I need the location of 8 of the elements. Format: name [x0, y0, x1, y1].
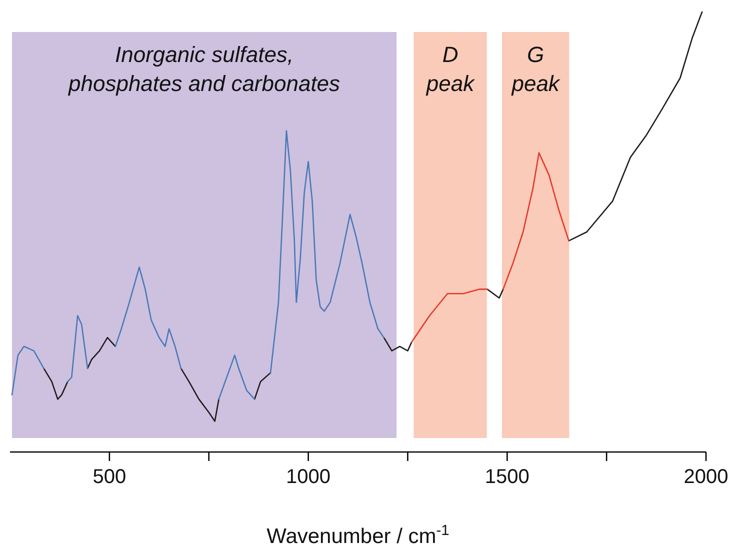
band-label: D peak [425, 42, 476, 96]
x-tick-label: 1500 [484, 466, 530, 488]
x-tick-label: 2000 [684, 466, 728, 488]
band-label: G peak [510, 42, 560, 96]
band-label: Inorganic sulfates, phosphates and carbonates [68, 42, 340, 96]
x-axis-title: Wavenumber / cm$^{-1}$ [266, 523, 450, 548]
x-tick-label: 1000 [286, 466, 331, 488]
x-tick-label: 500 [92, 466, 126, 488]
